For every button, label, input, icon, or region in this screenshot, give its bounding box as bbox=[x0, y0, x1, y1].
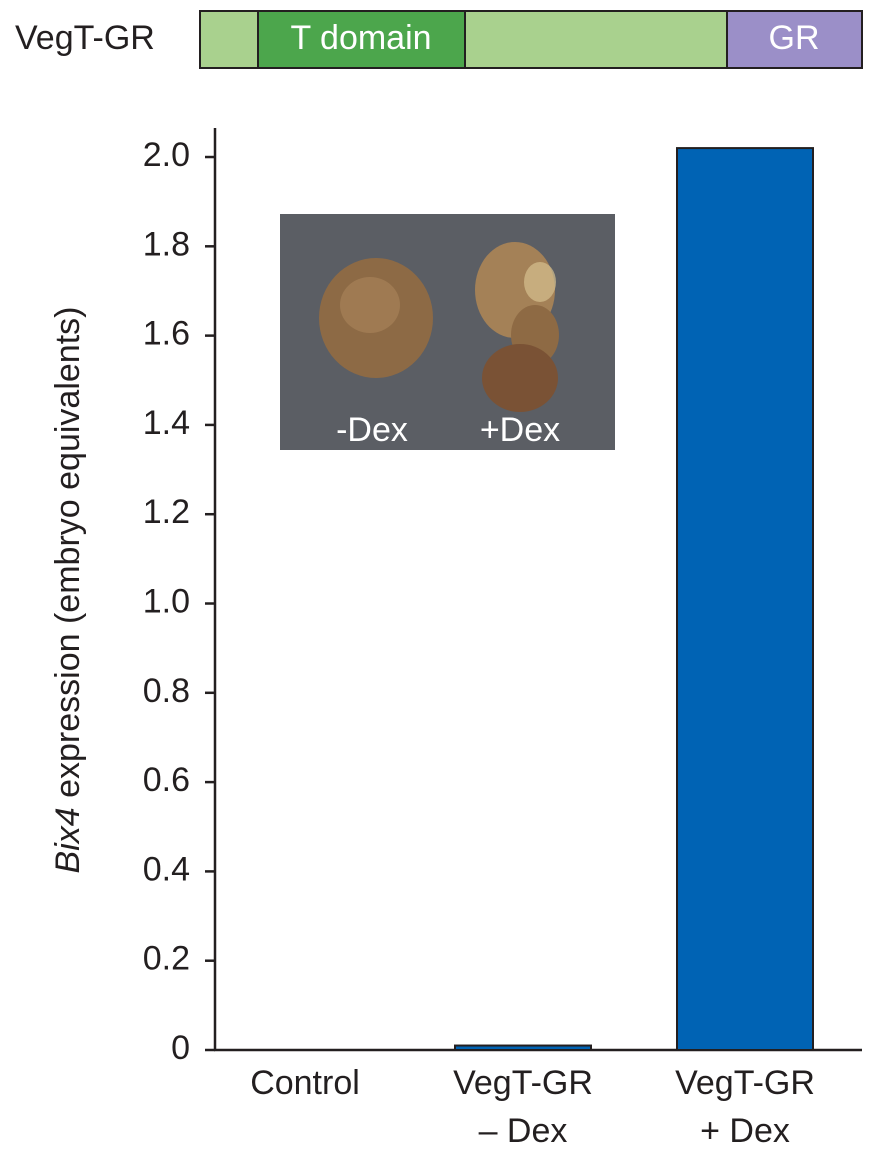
inset-label: -Dex bbox=[336, 411, 408, 449]
embryo bbox=[482, 344, 558, 412]
y-tick-label: 1.6 bbox=[143, 315, 190, 353]
x-tick-label: VegT-GR bbox=[453, 1064, 593, 1102]
bar bbox=[676, 147, 814, 1052]
inset-photo: -Dex +Dex bbox=[280, 214, 615, 450]
x-tick-label: + Dex bbox=[700, 1112, 790, 1150]
y-axis-title-rest: expression (embryo equivalents) bbox=[49, 307, 87, 808]
y-axis-title-italic: Bix4 bbox=[49, 807, 87, 873]
y-tick-label: 0.2 bbox=[143, 940, 190, 978]
y-tick-label: 1.4 bbox=[143, 404, 190, 442]
y-tick-label: 0.4 bbox=[143, 850, 190, 888]
y-tick-label: 0 bbox=[171, 1029, 190, 1067]
y-tick-label: 1.8 bbox=[143, 225, 190, 263]
y-tick-label: 1.2 bbox=[143, 493, 190, 531]
inset-label: +Dex bbox=[480, 411, 560, 449]
y-tick-label: 1.0 bbox=[143, 582, 190, 620]
domain-label: GR bbox=[769, 19, 820, 57]
gr-domain bbox=[726, 10, 863, 69]
y-tick-label: 0.8 bbox=[143, 672, 190, 710]
construct-label: VegT-GR bbox=[15, 19, 155, 57]
x-tick-label: – Dex bbox=[479, 1112, 568, 1150]
embryo-shade bbox=[340, 277, 400, 333]
x-tick-label: VegT-GR bbox=[675, 1064, 815, 1102]
x-tick-label: Control bbox=[250, 1064, 360, 1102]
t-domain bbox=[257, 10, 466, 69]
bar bbox=[454, 1044, 592, 1052]
embryo-highlight bbox=[524, 262, 556, 302]
domain-label: T domain bbox=[290, 19, 431, 57]
y-tick-label: 0.6 bbox=[143, 761, 190, 799]
y-axis-title: Bix4 expression (embryo equivalents) bbox=[49, 307, 87, 874]
y-tick-label: 2.0 bbox=[143, 136, 190, 174]
